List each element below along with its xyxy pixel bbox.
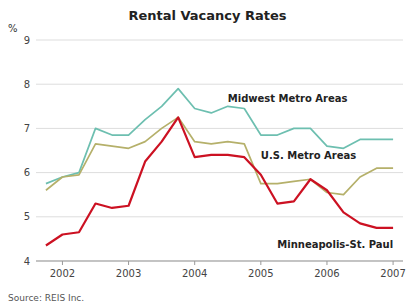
title: Rental Vacancy Rates — [128, 8, 286, 23]
x-tick — [128, 261, 129, 265]
y-tick-label: 9 — [24, 35, 30, 46]
x-tick-label: 2007 — [380, 268, 405, 279]
x-tick-label: 2003 — [116, 268, 141, 279]
y-axis-label: % — [8, 23, 18, 34]
series-line — [46, 89, 393, 184]
grid-line — [36, 40, 403, 41]
x-tick-label: 2006 — [314, 268, 339, 279]
x-tick — [393, 261, 394, 265]
series-line — [46, 117, 393, 245]
y-tick-label: 6 — [24, 167, 30, 178]
x-axis-line — [36, 261, 403, 262]
series-label: U.S. Metro Areas — [261, 150, 356, 161]
series-label: Minneapolis-St. Paul — [277, 239, 393, 250]
x-tick — [326, 261, 327, 265]
lines — [46, 89, 393, 246]
source-note: Source: REIS Inc. — [8, 293, 84, 303]
y-tick-label: 5 — [24, 211, 30, 222]
x-tick — [194, 261, 195, 265]
x-tick — [62, 261, 63, 265]
series-line — [46, 117, 393, 194]
grid-line — [36, 261, 403, 262]
grid — [36, 40, 403, 261]
grid-line — [36, 172, 403, 173]
x-tick — [260, 261, 261, 265]
series-label: Midwest Metro Areas — [228, 93, 348, 104]
chart: Rental Vacancy Rates% 4 5 6 7 8 9 2002 2003 2004 2… — [0, 0, 415, 307]
x-tick-label: 2004 — [182, 268, 207, 279]
y-tick-label: 7 — [24, 123, 30, 134]
x-tick-label: 2005 — [248, 268, 273, 279]
grid-line — [36, 84, 403, 85]
y-tick-label: 8 — [24, 79, 30, 90]
grid-line — [36, 128, 403, 129]
x-tick-label: 2002 — [50, 268, 75, 279]
y-tick-label: 4 — [24, 256, 30, 267]
